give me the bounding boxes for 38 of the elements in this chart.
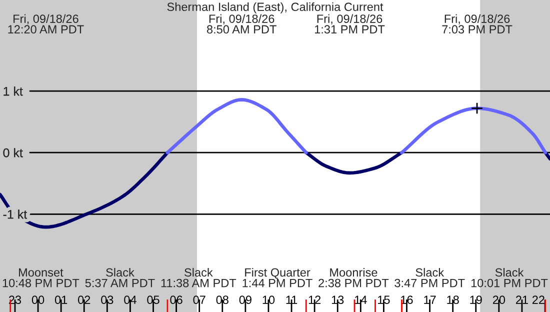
x-tick-label: 05: [147, 296, 160, 304]
x-tick-label: 19: [470, 296, 482, 304]
annotation: Moonset 10:48 PM PDT: [2, 268, 80, 288]
x-tick-label: 12: [308, 296, 321, 304]
x-tick-label: 15: [378, 296, 390, 304]
annotation: Slack 10:01 PM PDT: [471, 268, 548, 288]
x-tick-label: 17: [424, 296, 436, 304]
chart-title: Sherman Island (East), California Current: [167, 2, 384, 14]
x-tick-label: 00: [32, 296, 44, 304]
x-tick-label: 08: [216, 296, 228, 304]
x-tick-label: 03: [101, 296, 114, 304]
annotation: Fri, 09/18/26 7:03 PM PDT: [442, 14, 512, 34]
x-tick-label: 21: [516, 296, 528, 304]
x-tick-label: 14: [354, 296, 367, 304]
x-tick-label: 04: [124, 296, 136, 304]
annotation: Slack 3:47 PM PDT: [394, 268, 465, 288]
x-tick-label: 20: [492, 296, 506, 304]
x-tick-label: 18: [447, 296, 459, 304]
annotation: First Quarter 1:44 PM PDT: [242, 268, 312, 288]
x-tick-label: 07: [193, 296, 206, 304]
x-tick-label: 06: [170, 296, 182, 304]
x-tick-label: 22: [532, 296, 544, 304]
annotation: Fri, 09/18/26 8:50 AM PDT: [206, 14, 276, 34]
y-tick-label: 0 kt: [3, 148, 23, 158]
annotation: Fri, 09/18/26 1:31 PM PDT: [314, 14, 385, 34]
y-tick-label: 1 kt: [4, 86, 23, 96]
annotation: Slack 5:37 AM PDT: [85, 268, 155, 288]
x-tick-label: 16: [401, 296, 413, 304]
annotation: Moonrise 2:38 PM PDT: [318, 268, 389, 288]
annotation: Fri, 09/18/26 12:20 AM PDT: [8, 14, 84, 34]
x-tick-label: 11: [286, 296, 298, 304]
x-tick-label: 10: [262, 296, 275, 304]
y-tick-label: -1 kt: [3, 210, 27, 219]
x-tick-label: 02: [78, 296, 90, 304]
x-tick-label: 09: [239, 296, 252, 304]
annotation: Slack 11:38 AM PDT: [161, 268, 236, 288]
x-tick-label: 13: [332, 296, 344, 304]
x-tick-label: 01: [54, 296, 68, 304]
